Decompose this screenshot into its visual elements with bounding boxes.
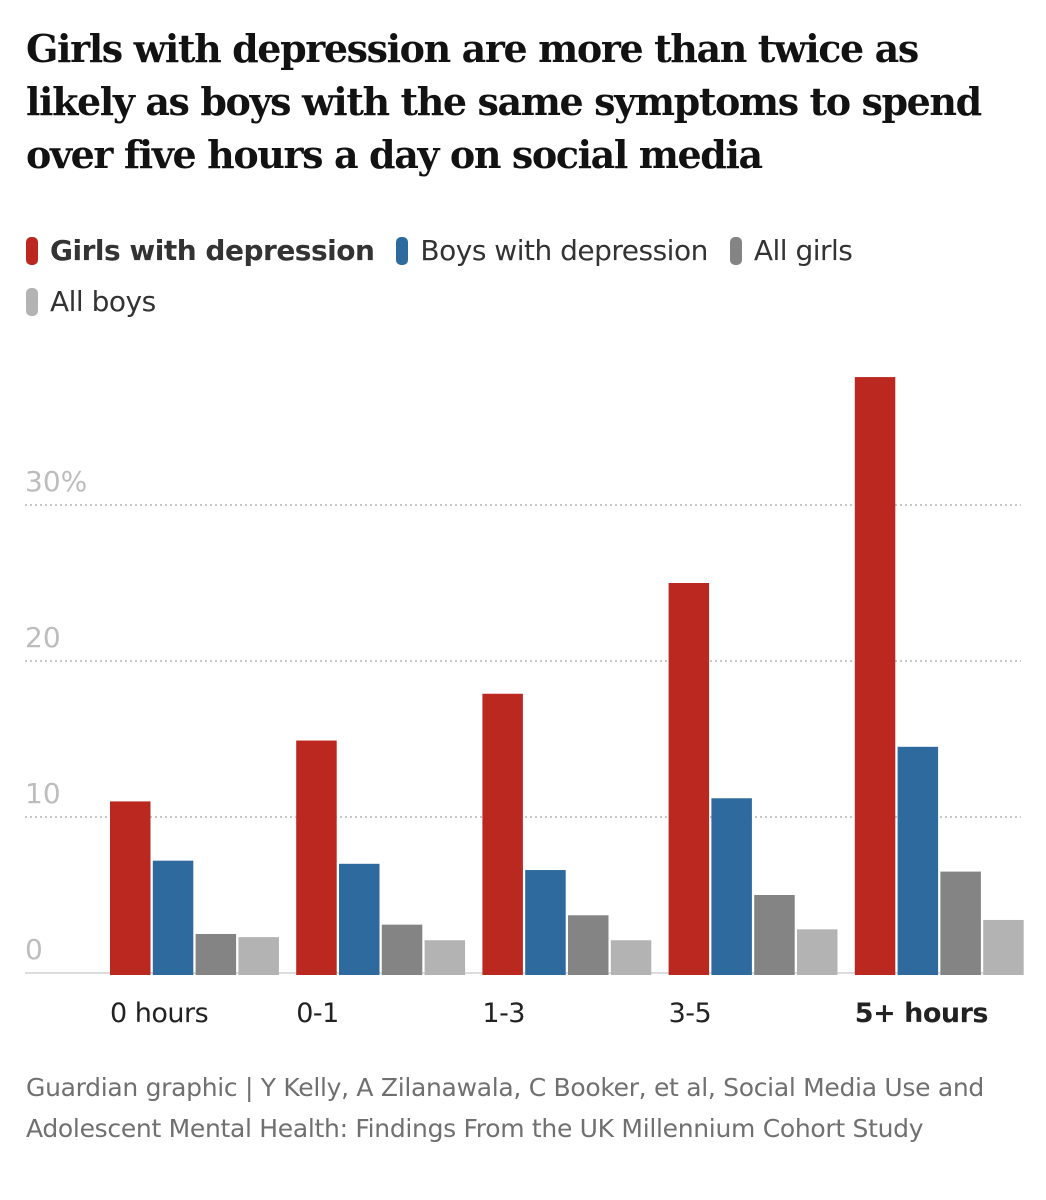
bar [381,924,423,975]
legend-swatch [26,288,38,316]
x-tick-label: 5+ hours [855,998,988,1029]
bar [238,937,279,975]
legend-label: Boys with depression [420,234,708,267]
bar [754,895,795,975]
legend-item: All boys [26,279,156,325]
bar [296,740,337,975]
x-tick-label: 0 hours [110,998,208,1029]
bar [568,915,609,975]
x-tick-label: 0-1 [296,998,339,1029]
legend-label: Girls with depression [50,234,375,267]
legend-swatch [26,237,38,265]
bar [940,871,981,975]
bar [482,693,523,975]
legend-item: Boys with depression [396,228,708,274]
bar [525,870,566,975]
chart-title: Girls with depression are more than twic… [26,26,982,177]
legend-item: Girls with depression [26,228,375,274]
legend-swatch [729,237,742,265]
legend-item: All girls [729,228,853,274]
y-tick-label: 10 [25,777,61,810]
y-tick-label: 20 [25,621,61,654]
x-tick-label: 3-5 [669,998,712,1029]
bar [897,746,939,975]
legend-label: All girls [753,234,853,267]
legend: Girls with depression Boys with depressio… [26,228,1026,330]
bar-chart: 0 10 20 30% 0 hours 0-1 1-3 3-5 5+ hours [25,377,1024,1029]
bar [983,919,1024,975]
legend-swatch [396,237,409,265]
y-tick-label: 0 [25,933,43,966]
bar [711,798,752,975]
bar [854,377,896,976]
bar [152,860,194,975]
bar [339,863,380,975]
legend-label: All boys [50,285,156,318]
bar [424,940,466,975]
bar [668,583,710,975]
bar [610,940,652,975]
bar [110,801,151,975]
y-tick-label: 30% [25,465,87,498]
source-note: Guardian graphic | Y Kelly, A Zilanawala… [26,1073,984,1143]
bar [195,934,237,975]
bar [797,929,838,975]
x-tick-label: 1-3 [482,998,525,1029]
